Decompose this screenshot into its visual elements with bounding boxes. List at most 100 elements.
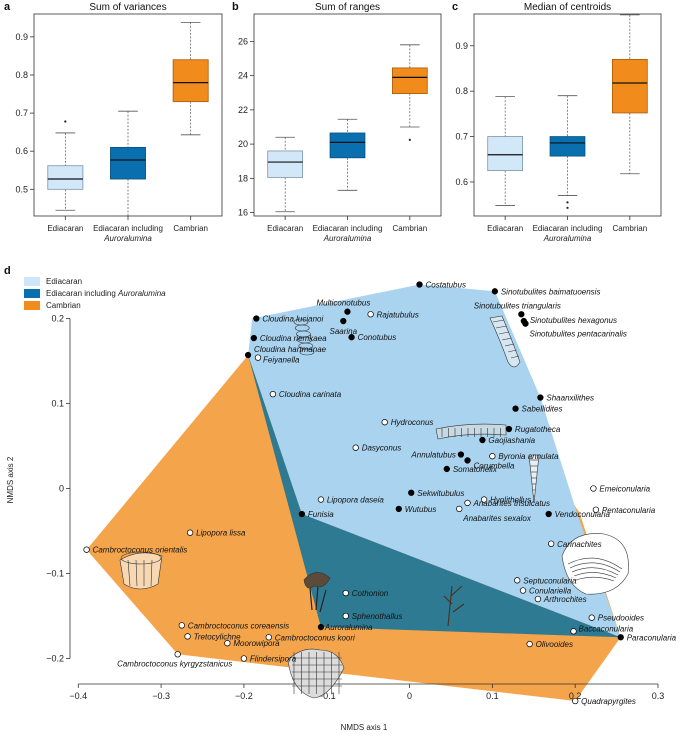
y-tick-label: 0.6 <box>455 177 468 187</box>
taxon-label: Wutubus <box>405 505 437 514</box>
taxon-label: Hyolithellus <box>490 496 531 505</box>
taxon-label: Corumbella <box>474 461 515 470</box>
x-tick-label: 0.3 <box>652 691 665 701</box>
taxon-point <box>548 540 555 547</box>
box-iqr <box>329 132 366 159</box>
sketch-cloudina-icon <box>293 318 315 356</box>
taxon-point <box>519 587 527 594</box>
taxon-point <box>534 595 542 603</box>
box-iqr <box>47 165 84 190</box>
taxon-point <box>317 496 325 503</box>
taxon-label: Pseudooides <box>598 614 644 623</box>
sketch-arc <box>573 572 617 579</box>
legend-swatch <box>24 277 40 286</box>
x-category-label: Ediacaran <box>47 224 83 233</box>
chart-title: Sum of variances <box>89 2 166 13</box>
y-tick-label: 0.7 <box>455 132 468 142</box>
x-tick-label: −0.3 <box>152 691 170 701</box>
taxon-point <box>367 311 374 318</box>
taxon-label: Cothonion <box>352 589 389 598</box>
taxon-label: Conotubus <box>358 333 397 342</box>
taxon-point <box>522 320 529 327</box>
panel-letter: a <box>4 1 11 13</box>
taxon-label: Costatubus <box>425 281 465 290</box>
taxon-point <box>254 354 262 361</box>
legend-label-text: Ediacaran including <box>46 289 118 298</box>
sketch-ring <box>299 348 315 356</box>
taxon-label: Pentaconularia <box>602 506 656 515</box>
panel-letter: b <box>232 1 239 13</box>
x-category-label: Ediacaran <box>267 224 303 233</box>
x-tick-label: −0.4 <box>69 691 87 701</box>
taxon-label: Flindersipora <box>250 655 297 664</box>
taxon-label: Funisia <box>308 510 334 519</box>
x-category-label: Ediacaran including <box>313 224 383 233</box>
y-tick-label: 0.1 <box>51 399 64 409</box>
sketch-polyp <box>303 572 331 589</box>
taxon-label: Conulariella <box>529 587 572 596</box>
sketch-annulated-tube-icon <box>435 423 507 440</box>
taxon-point <box>491 288 499 295</box>
box-iqr <box>110 146 146 180</box>
box-iqr <box>267 150 304 178</box>
outlier-point <box>566 206 569 209</box>
taxon-label: Olivooides <box>536 640 573 649</box>
y-tick-label: 16 <box>238 208 248 218</box>
taxon-label: Sabellidites <box>522 405 563 414</box>
plot-frame <box>253 13 442 217</box>
taxon-label: Saarina <box>330 327 358 336</box>
x-axis-title: NMDS axis 1 <box>341 723 388 732</box>
sketch-band <box>507 349 517 353</box>
taxon-label: Tretocylichne <box>194 632 242 641</box>
taxon-point <box>537 394 544 401</box>
taxon-point <box>344 308 351 315</box>
taxon-label: Vendoconularia <box>555 510 611 519</box>
legend-swatch <box>24 301 40 310</box>
taxon-point <box>395 505 402 513</box>
taxon-label: Cambroctoconus coreaensis <box>188 621 289 630</box>
legend-swatch <box>24 289 40 298</box>
hull-ediacaran-including-auroralumina <box>248 355 621 638</box>
taxon-point <box>174 651 181 658</box>
panel-c-median-of-centroids: c Median of centroids 0.6 0.7 0.8 0.9 Ediacara… <box>452 1 662 243</box>
taxon-point <box>269 391 277 398</box>
x-category-label: Ediacaran including <box>93 224 163 233</box>
legend-label-italic: Auroralumina <box>117 289 166 298</box>
box-iqr <box>611 58 648 114</box>
taxon-label: Feiyanella <box>263 356 300 365</box>
sketch-sphenothallus-icon <box>443 585 465 627</box>
taxon-point <box>570 628 577 635</box>
box-iqr <box>391 67 428 95</box>
taxon-label: Sekwitubulus <box>417 489 464 498</box>
taxon-label: Arthrochites <box>543 595 587 604</box>
taxon-point <box>443 465 450 473</box>
y-tick-label: 0.9 <box>15 32 28 42</box>
taxon-point <box>253 315 260 322</box>
taxon-label: Lipopora lissa <box>196 529 246 538</box>
sketch-flindersipora-icon <box>287 648 345 699</box>
taxon-point <box>408 489 415 496</box>
panel-d-nmds-scatter: d −0.2 −0.1 0 0.1 0.2 −0.4 −0.3 −0.2 −0.1 0 0.1 0.2 0… <box>4 265 677 732</box>
x-category-label-italic: Auroralumina <box>103 234 152 243</box>
taxon-label: Annulatubus <box>410 451 455 460</box>
taxon-point <box>224 640 231 647</box>
outlier-point <box>408 138 411 141</box>
taxon-label: Lipopora daseia <box>327 496 384 505</box>
y-tick-label: 0 <box>59 484 64 494</box>
outlier-point <box>64 120 67 123</box>
taxon-label: Cambroctoconus kyrgyzstanicus <box>117 659 232 668</box>
taxon-label: Sinotubulites triangularis <box>474 301 561 310</box>
taxon-point <box>381 419 388 426</box>
taxon-label: Sinotubulites pentacarinalis <box>529 330 626 339</box>
taxon-label: Cloudina lucianoi <box>262 315 323 324</box>
sketch-cambroctoconus-icon <box>119 551 163 590</box>
y-tick-label: 0.6 <box>15 146 28 156</box>
taxon-label: Rugatotheca <box>515 425 561 434</box>
sketch-arc <box>569 562 621 573</box>
taxon-point <box>617 634 624 641</box>
outlier-point <box>566 201 569 204</box>
sketch-cup <box>119 552 163 590</box>
taxon-label: Quadrapyrgites <box>581 697 636 706</box>
y-tick-label: 22 <box>238 105 248 115</box>
taxon-point <box>590 485 597 492</box>
